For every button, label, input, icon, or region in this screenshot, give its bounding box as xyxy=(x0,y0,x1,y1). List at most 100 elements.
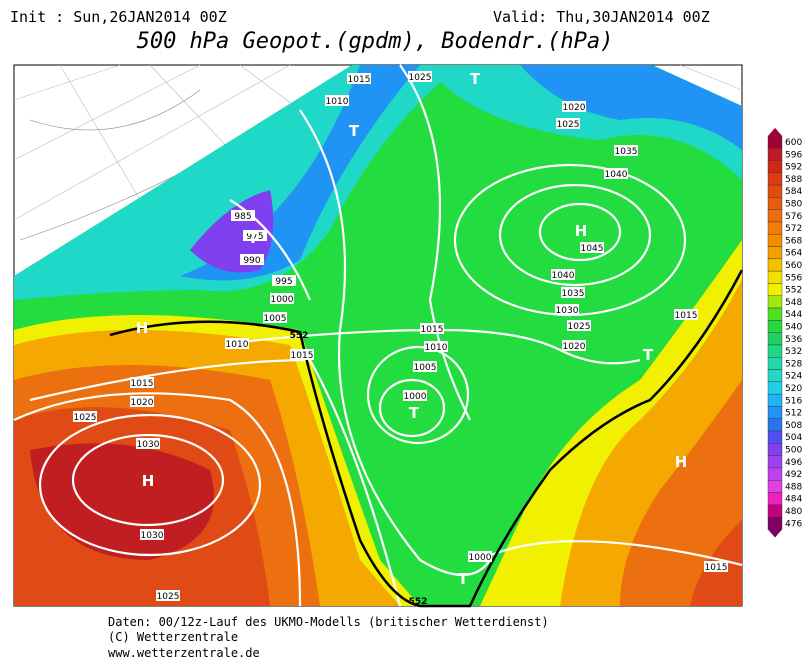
isobar-label-bg xyxy=(347,73,371,84)
isobar-label-bg xyxy=(272,275,296,286)
colorbar-label: 580 xyxy=(785,200,802,210)
colorbar-swatch xyxy=(767,344,783,358)
colorbar-swatch xyxy=(767,504,783,518)
isobar-label-bg xyxy=(704,561,728,572)
colorbar-label: 536 xyxy=(785,335,802,345)
pressure-center: T xyxy=(470,70,481,88)
pressure-center: H xyxy=(136,319,149,337)
isobar-label-bg xyxy=(562,101,586,112)
contour-552 xyxy=(109,269,744,608)
colorbar-label: 476 xyxy=(785,519,802,529)
colorbar-swatch xyxy=(767,443,783,456)
isobar-label: 1015 xyxy=(675,311,698,321)
colorbar-swatch xyxy=(767,246,783,260)
isobar-label-bg xyxy=(424,341,448,352)
isobar-label: 1015 xyxy=(131,379,154,389)
isobar-label: 1000 xyxy=(404,392,427,402)
isobar-label: 1025 xyxy=(557,120,580,130)
colorbar-swatch xyxy=(767,492,783,506)
colorbar-label: 508 xyxy=(785,421,802,431)
colorbar-label: 520 xyxy=(785,384,802,394)
map-title: 500 hPa Geopot.(gpdm), Bodendr.(hPa) xyxy=(137,29,614,54)
colorbar-swatch xyxy=(767,430,783,444)
isobar-label: 1015 xyxy=(291,351,314,361)
colorbar-label: 492 xyxy=(785,470,802,480)
colorbar-swatch xyxy=(767,234,783,247)
colorbar-label: 584 xyxy=(785,187,802,197)
isobar-label-bg xyxy=(225,338,249,349)
colorbar-label: 532 xyxy=(785,347,802,357)
isobar-label: 1035 xyxy=(562,289,585,299)
copyright: (C) Wetterzentrale xyxy=(108,630,238,644)
isobar-label: 985 xyxy=(234,212,251,222)
pressure-center: T xyxy=(643,346,654,364)
colorbar-label: 564 xyxy=(785,249,802,259)
isobar-label: 1025 xyxy=(409,73,432,83)
colorbar-swatch xyxy=(767,209,783,223)
colorbar-label: 544 xyxy=(785,310,802,320)
isobar-label: 1000 xyxy=(469,553,492,563)
isobar-label: 1025 xyxy=(157,592,180,602)
colorbar-label: 500 xyxy=(785,446,802,456)
isobar-label-bg xyxy=(73,411,97,422)
isobar-label: 1005 xyxy=(414,363,437,373)
isobar-label-bg xyxy=(614,145,638,156)
isobar-label-bg xyxy=(561,287,585,298)
pressure-center: T xyxy=(349,122,360,140)
colorbar-swatch xyxy=(767,455,783,469)
isobar-label: 1000 xyxy=(271,295,294,305)
isobar-label-bg xyxy=(604,168,628,179)
isobar-label: 1010 xyxy=(425,343,448,353)
colorbar-label: 528 xyxy=(785,359,802,369)
isobar-label-bg xyxy=(468,551,492,562)
isobar-label: 1040 xyxy=(605,170,628,180)
colorbar-label: 560 xyxy=(785,261,802,271)
colorbar-label: 516 xyxy=(785,396,802,406)
isobar-label-bg xyxy=(408,71,432,82)
pressure-center: T xyxy=(409,404,420,422)
map xyxy=(13,64,744,608)
colorbar-label: 484 xyxy=(785,495,802,505)
colorbar-label: 588 xyxy=(785,175,802,185)
isobar-label: 1030 xyxy=(137,440,160,450)
colorbar-swatch xyxy=(767,467,783,481)
colorbar-swatch xyxy=(767,418,783,432)
isobar-label-bg xyxy=(243,230,267,241)
isobar-label-bg xyxy=(580,242,604,253)
init-time: Init : Sun,26JAN2014 00Z xyxy=(10,8,227,26)
colorbar-swatch xyxy=(767,369,783,383)
isobar-label: 975 xyxy=(246,232,263,242)
isobar-label: 1025 xyxy=(568,322,591,332)
colorbar-swatch xyxy=(767,135,783,149)
colorbar-label: 548 xyxy=(785,298,802,308)
isobar-label: 1020 xyxy=(563,342,586,352)
valid-time: Valid: Thu,30JAN2014 00Z xyxy=(493,8,710,26)
contour-label: 552 xyxy=(409,597,428,607)
isobar-label-bg xyxy=(556,118,580,129)
colorbar-swatch xyxy=(767,184,783,198)
colorbar-swatch xyxy=(767,332,783,346)
colorbar-swatch xyxy=(767,516,783,530)
colorbar-swatch xyxy=(767,393,783,407)
isobar-label-bg xyxy=(551,269,575,280)
isobar-label-bg xyxy=(240,254,264,265)
colorbar-swatch xyxy=(767,197,783,210)
isobar-label: 995 xyxy=(275,277,292,287)
isobar-label: 990 xyxy=(243,256,260,266)
isobar-label-bg xyxy=(413,361,437,372)
colorbar-label: 568 xyxy=(785,236,802,246)
colorbar-swatch xyxy=(767,283,783,296)
colorbar-label: 496 xyxy=(785,458,802,468)
isobar-label: 1010 xyxy=(226,340,249,350)
isobar-label-bg xyxy=(562,340,586,351)
isobar-label: 1045 xyxy=(581,244,604,254)
isobar-label-bg xyxy=(420,323,444,334)
isobar-label-bg xyxy=(555,304,579,315)
colorbar-label: 488 xyxy=(785,482,802,492)
data-source: Daten: 00/12z-Lauf des UKMO-Modells (bri… xyxy=(108,615,549,629)
isobar-label: 1020 xyxy=(563,103,586,113)
isobar-label: 1030 xyxy=(141,531,164,541)
isobar-label-bg xyxy=(136,438,160,449)
colorbar-swatch xyxy=(767,160,783,173)
